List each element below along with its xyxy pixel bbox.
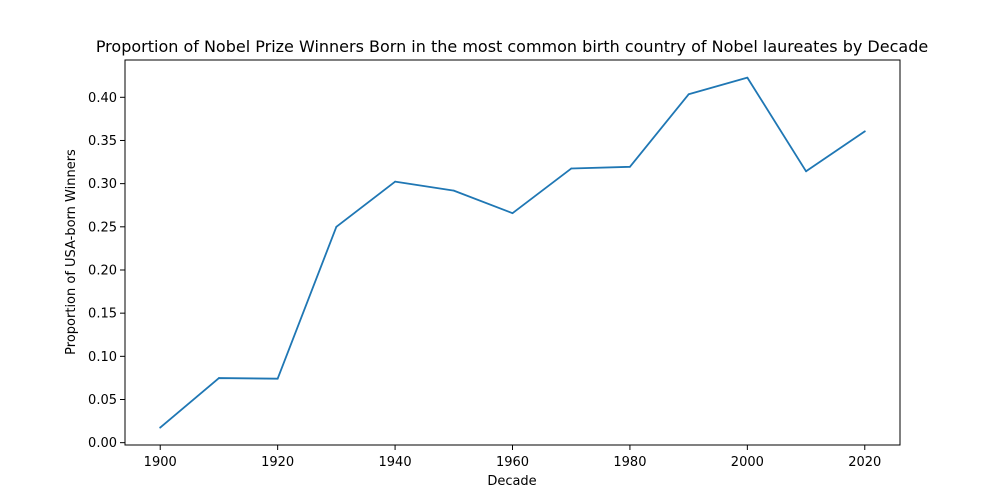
series-points	[159, 76, 866, 429]
x-axis-ticks: 1900 1920 1940 1960 1980 2000 2020	[144, 445, 881, 470]
series-point	[218, 377, 220, 379]
series-point	[746, 76, 749, 79]
y-tick-label: 0.00	[88, 436, 117, 451]
x-tick-label: 1920	[261, 455, 294, 470]
series-point	[629, 165, 631, 168]
y-tick-label: 0.40	[88, 91, 117, 106]
y-tick-label: 0.10	[88, 350, 117, 365]
series-point	[276, 377, 279, 380]
plot-area-frame	[124, 59, 901, 446]
x-tick-label: 1980	[613, 455, 646, 470]
series-point	[805, 170, 807, 173]
x-tick-label: 1940	[379, 455, 412, 470]
y-tick-label: 0.25	[88, 220, 117, 235]
y-axis-label: Proportion of USA-born Winners	[64, 149, 79, 355]
series-line	[159, 76, 866, 429]
series-point	[863, 130, 866, 133]
x-tick-label: 2000	[731, 455, 764, 470]
x-tick-label: 2020	[848, 455, 881, 470]
chart-title: Proportion of Nobel Prize Winners Born i…	[96, 37, 928, 56]
x-tick-label: 1900	[144, 455, 177, 470]
series-point	[394, 180, 396, 183]
x-axis-label: Decade	[487, 474, 536, 489]
x-tick-label: 1960	[496, 455, 529, 470]
y-tick-label: 0.15	[88, 307, 117, 322]
y-tick-label: 0.20	[88, 263, 117, 278]
y-tick-label: 0.30	[88, 177, 117, 192]
series-point	[335, 225, 338, 228]
series-point	[687, 93, 690, 96]
series-point	[452, 189, 455, 192]
y-tick-label: 0.35	[88, 134, 117, 149]
series-point	[159, 426, 162, 429]
y-tick-label: 0.05	[88, 393, 117, 408]
series-point	[511, 212, 514, 215]
series-point	[570, 167, 573, 170]
y-axis-ticks: 0.00 0.05 0.10 0.15 0.20 0.25 0.30 0.35 0.40	[88, 91, 125, 451]
